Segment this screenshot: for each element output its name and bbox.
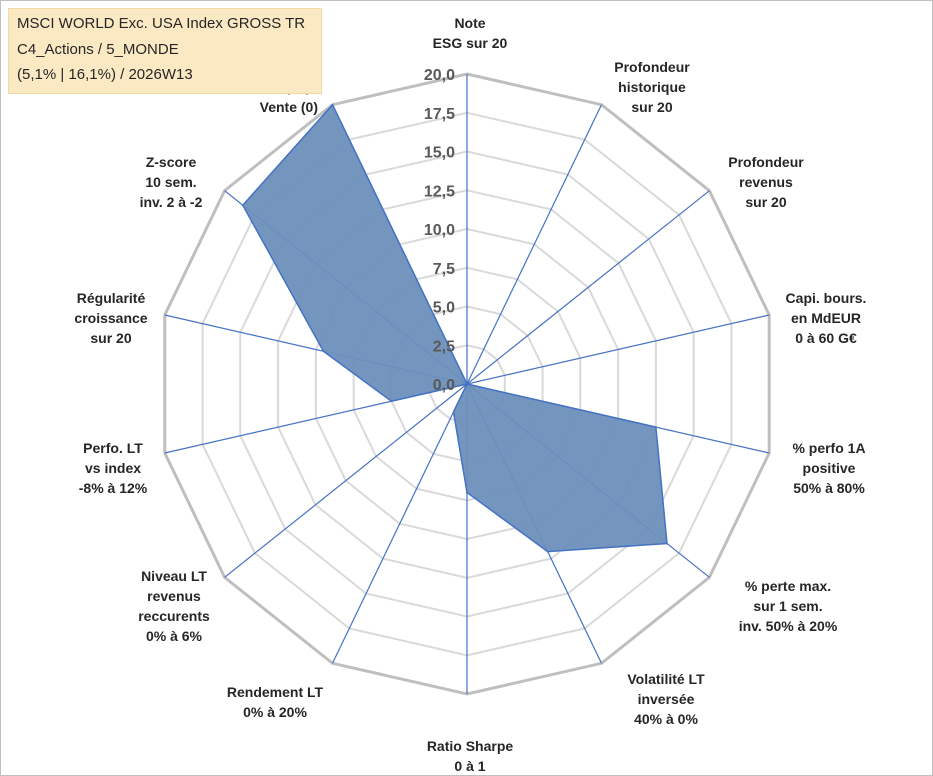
- axis-label: % perfo 1A positive 50% à 80%: [792, 440, 865, 496]
- axis-spoke: [466, 190, 710, 385]
- tick-label: 20,0: [424, 67, 455, 84]
- series-layer: [241, 103, 668, 553]
- axis-label: Ratio Sharpe 0 à 1: [427, 738, 514, 774]
- axis-spoke: [466, 104, 603, 385]
- axis-spoke: [224, 383, 468, 578]
- chart-title-box: MSCI WORLD Exc. USA Index GROSS TR C4_Ac…: [8, 8, 322, 94]
- axis-label: % perte max. sur 1 sem. inv. 50% à 20%: [739, 578, 838, 634]
- series-point: [466, 383, 468, 385]
- series-point: [390, 400, 393, 403]
- tick-label: 12,5: [424, 183, 455, 200]
- title-line-3: (5,1% | 16,1%) / 2026W13: [17, 66, 193, 83]
- axis-label: Rendement LT 0% à 20%: [227, 684, 324, 720]
- axis-spoke: [331, 383, 468, 664]
- tick-label: 17,5: [424, 106, 455, 123]
- tick-label: 2,5: [433, 338, 455, 355]
- axis-labels: Note ESG sur 20 Profondeur historique sur 20…: [74, 15, 866, 774]
- tick-labels: 0,0 2,5 5,0 7,5 10,0 12,5 15,0 17,5 20,0: [424, 67, 455, 394]
- axis-label: Niveau LT revenus reccurents 0% à 6%: [138, 568, 210, 644]
- title-line-1: MSCI WORLD Exc. USA Index GROSS TR: [17, 15, 306, 32]
- series-point: [322, 350, 325, 353]
- tick-label: 10,0: [424, 222, 455, 239]
- series-area: [241, 103, 668, 553]
- axis-spoke: [466, 314, 770, 385]
- series-point: [546, 550, 549, 553]
- axis-label: Perfo. LT vs index -8% à 12%: [79, 440, 148, 496]
- series-point: [331, 103, 334, 106]
- axis-label: Capi. bours. en MdEUR 0 à 60 G€: [786, 290, 867, 346]
- axis-label: Profondeur historique sur 20: [614, 59, 690, 115]
- series-point: [655, 426, 657, 428]
- tick-label: 7,5: [433, 261, 455, 278]
- series-point: [452, 411, 455, 413]
- tick-label: 5,0: [433, 300, 455, 317]
- series-point: [242, 204, 244, 206]
- axis-label: Volatilité LT inversée 40% à 0%: [627, 671, 705, 727]
- axis-label: Note ESG sur 20: [433, 15, 508, 51]
- tick-label: 0,0: [433, 377, 455, 394]
- axis-label: Z-score 10 sem. inv. 2 à -2: [140, 154, 203, 210]
- axis-label: Profondeur revenus sur 20: [728, 154, 804, 210]
- series-point: [666, 542, 668, 545]
- axis-label: Régularité croissance sur 20: [74, 290, 147, 346]
- tick-label: 15,0: [424, 145, 455, 162]
- series-point: [466, 491, 468, 494]
- title-line-2: C4_Actions / 5_MONDE: [17, 41, 179, 58]
